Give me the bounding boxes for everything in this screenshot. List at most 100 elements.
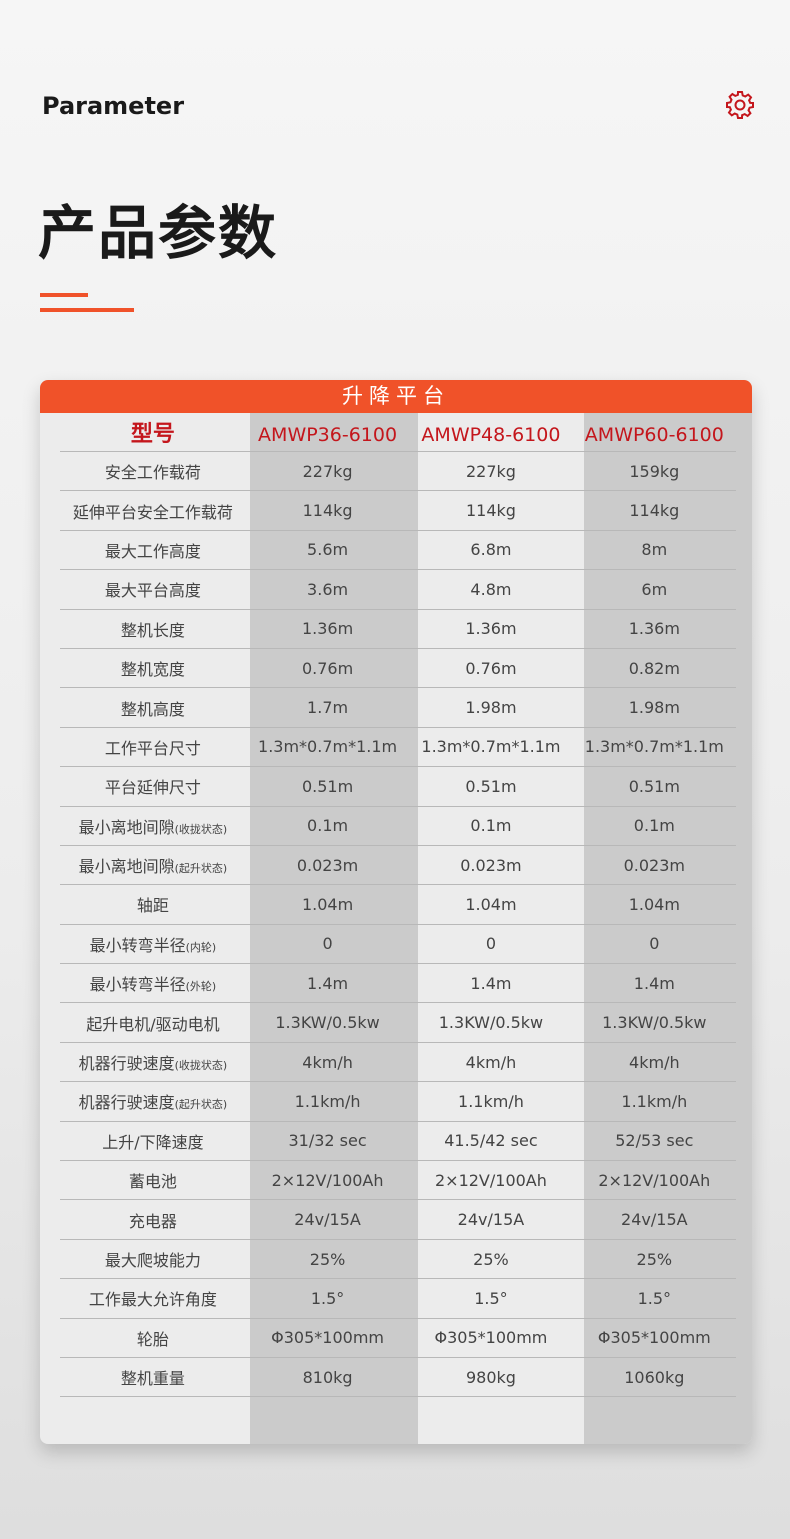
row-label: 整机重量	[60, 1365, 246, 1389]
cell-value: 1.5°	[474, 1288, 508, 1308]
spec-table: 型号 AMWP36-6100 AMWP48-6100 AMWP60-6100 安…	[60, 413, 736, 1398]
cell-value: 31/32 sec	[288, 1131, 367, 1151]
cell-value: 1060kg	[624, 1367, 685, 1387]
cell-value: 0.76m	[301, 658, 354, 678]
row-label-note: (起升状态)	[174, 862, 228, 876]
row-label: 最小离地间隙(收拢状态)	[60, 814, 246, 838]
row-label-text: 轮胎	[136, 1329, 169, 1349]
row-label-text: 充电器	[128, 1211, 177, 1231]
row-label: 延伸平台安全工作载荷	[60, 499, 246, 523]
table-row: 工作平台尺寸 1.3m*0.7m*1.1m 1.3m*0.7m*1.1m 1.3m*0…	[60, 728, 736, 768]
table-row: 蓄电池 2×12V/100Ah 2×12V/100Ah 2×12V/100Ah	[60, 1161, 736, 1201]
column-shade	[250, 413, 418, 1444]
cell-value: 114kg	[302, 501, 353, 521]
row-label-note: (收拢状态)	[174, 1059, 228, 1073]
cell-value: 0.51m	[465, 776, 517, 796]
cell-value: 24v/15A	[457, 1210, 525, 1230]
cell-value: 1.04m	[301, 894, 354, 914]
row-label-text: 轴距	[136, 896, 169, 916]
column-shade	[584, 413, 752, 1444]
row-label-text: 最大爬坡能力	[104, 1251, 201, 1270]
cell-value: 1.4m	[470, 973, 512, 993]
row-label-text: 延伸平台安全工作载荷	[72, 502, 233, 522]
row-label-text: 整机重量	[120, 1369, 185, 1389]
row-label-text: 最小转弯半径	[89, 935, 186, 955]
row-label: 工作最大允许角度	[60, 1286, 246, 1310]
cell-value: 980kg	[465, 1367, 516, 1387]
cell-value: 6.8m	[470, 540, 512, 560]
cell-value: 4km/h	[629, 1052, 680, 1072]
cell-value: 1.4m	[633, 973, 675, 993]
table-row: 延伸平台安全工作载荷 114kg 114kg 114kg	[60, 491, 736, 531]
table-caption: 升降平台	[40, 380, 752, 413]
row-label-text: 最大平台高度	[104, 581, 201, 601]
row-label: 整机长度	[60, 617, 246, 641]
table-row: 最大平台高度 3.6m 4.8m 6m	[60, 570, 736, 610]
cell-value: 5.6m	[307, 540, 349, 560]
row-label: 轮胎	[60, 1326, 246, 1350]
cell-value: 0.023m	[296, 855, 359, 875]
table-row: 最小离地间隙(起升状态) 0.023m 0.023m 0.023m	[60, 846, 736, 886]
row-label-text: 蓄电池	[128, 1172, 177, 1192]
cell-value: 1.3m*0.7m*1.1m	[258, 737, 398, 757]
cell-value: 114kg	[629, 501, 680, 521]
cell-value: 1.3m*0.7m*1.1m	[421, 737, 561, 757]
cell-value: 1.3m*0.7m*1.1m	[584, 737, 724, 757]
cell-value: 1.3KW/0.5kw	[275, 1013, 380, 1033]
table-row: 起升电机/驱动电机 1.3KW/0.5kw 1.3KW/0.5kw 1.3KW/0.5…	[60, 1003, 736, 1043]
row-label: 蓄电池	[60, 1168, 246, 1192]
table-row: 整机长度 1.36m 1.36m 1.36m	[60, 610, 736, 649]
table-row: 最小离地间隙(收拢状态) 0.1m 0.1m 0.1m	[60, 807, 736, 846]
cell-value: 0.82m	[628, 658, 680, 678]
row-label-text: 上升/下降速度	[102, 1132, 204, 1152]
cell-value: 1.36m	[301, 619, 354, 639]
row-label: 轴距	[60, 892, 246, 916]
cell-value: 1.04m	[465, 894, 517, 914]
table-row: 整机高度 1.7m 1.98m 1.98m	[60, 688, 736, 728]
row-label: 机器行驶速度(收拢状态)	[60, 1050, 246, 1074]
row-label-text: 整机宽度	[120, 660, 185, 680]
table-header-row: 型号 AMWP36-6100 AMWP48-6100 AMWP60-6100	[60, 413, 736, 452]
cell-value: 4km/h	[465, 1052, 517, 1072]
cell-value: 227kg	[465, 461, 516, 481]
cell-value: 1.5°	[310, 1288, 345, 1308]
cell-value: 0.023m	[460, 855, 522, 875]
cell-value: 0	[485, 934, 497, 954]
row-label: 整机高度	[60, 696, 246, 720]
row-label: 整机宽度	[60, 656, 246, 680]
cell-value: 0.76m	[465, 658, 517, 678]
row-label: 起升电机/驱动电机	[60, 1011, 246, 1035]
model-name: AMWP48-6100	[421, 424, 561, 446]
cell-value: 25%	[309, 1249, 346, 1269]
table-row: 最大爬坡能力 25% 25% 25%	[60, 1240, 736, 1280]
cell-value: 0	[649, 934, 660, 954]
cell-value: 0.023m	[623, 855, 685, 875]
model-name: AMWP36-6100	[258, 424, 398, 446]
row-label-text: 整机长度	[120, 620, 185, 640]
cell-value: 25%	[473, 1249, 509, 1269]
row-label-text: 机器行驶速度	[78, 1093, 175, 1113]
row-label: 安全工作载荷	[60, 459, 246, 483]
row-label: 充电器	[60, 1208, 246, 1232]
cell-value: 1.98m	[465, 698, 517, 718]
row-label: 最大平台高度	[60, 577, 246, 601]
cell-value: 0.51m	[628, 776, 680, 796]
english-title: Parameter	[42, 92, 185, 120]
cell-value: 4km/h	[302, 1052, 353, 1072]
row-label: 机器行驶速度(起升状态)	[60, 1089, 246, 1113]
row-label-text: 最小离地间隙	[78, 857, 175, 877]
row-label-note: (起升状态)	[174, 1098, 228, 1112]
table-row: 最大工作高度 5.6m 6.8m 8m	[60, 531, 736, 571]
row-label: 最大爬坡能力	[60, 1247, 246, 1271]
gear-icon[interactable]	[724, 89, 756, 121]
cell-value: 6m	[641, 579, 668, 599]
cell-value: 1.1km/h	[621, 1091, 688, 1111]
row-label-text: 工作平台尺寸	[104, 738, 201, 758]
cell-value: 227kg	[302, 461, 353, 481]
row-label-text: 最小转弯半径	[89, 975, 186, 995]
cell-value: 0	[322, 934, 333, 954]
row-label: 最小离地间隙(起升状态)	[60, 853, 246, 877]
spec-table-card: 升降平台 型号 AMWP36-6100 AMWP48-6100 AMWP60-6…	[40, 380, 752, 1444]
cell-value: 1.98m	[628, 698, 680, 718]
cell-value: 41.5/42 sec	[444, 1131, 538, 1151]
